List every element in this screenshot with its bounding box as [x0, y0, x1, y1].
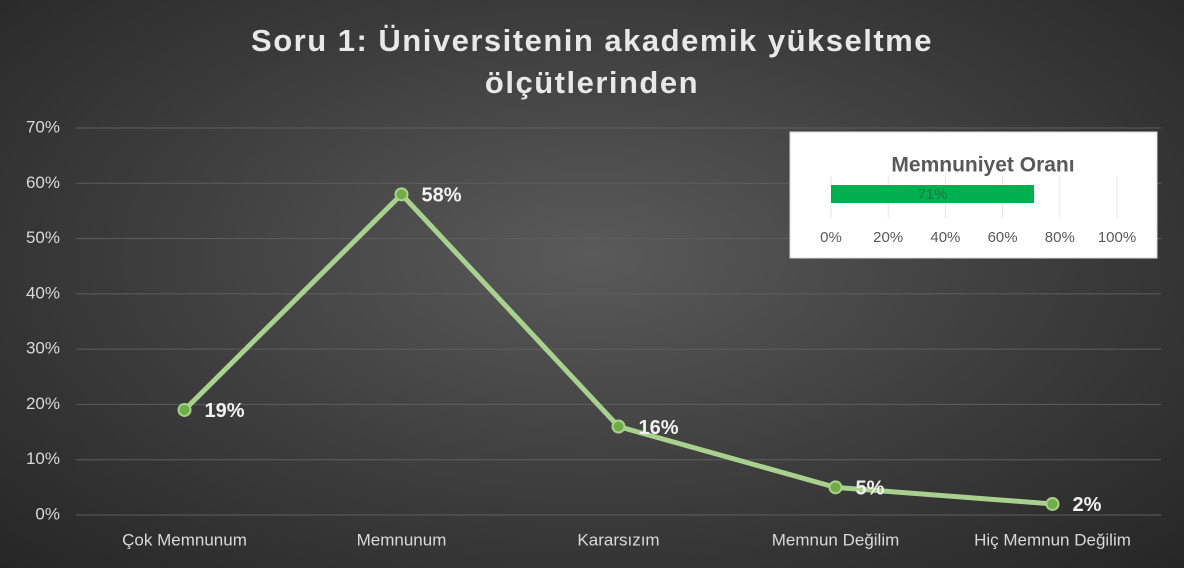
x-tick-label: 80%: [1045, 229, 1075, 246]
data-label: 16%: [639, 417, 679, 439]
x-tick-label: Hiç Memnun Değilim: [974, 530, 1131, 549]
y-tick-label: 0%: [35, 504, 60, 523]
y-tick-label: 60%: [26, 173, 60, 192]
y-tick-label: 40%: [26, 283, 60, 302]
bar: [831, 185, 1035, 203]
x-tick-label: 60%: [988, 229, 1018, 246]
y-tick-label: 30%: [26, 339, 60, 358]
y-tick-label: 10%: [26, 449, 60, 468]
data-label: 2%: [1073, 494, 1102, 516]
x-tick-label: 40%: [930, 229, 960, 246]
y-tick-label: 70%: [26, 117, 60, 136]
marker: [177, 402, 192, 417]
marker: [1045, 496, 1060, 511]
x-tick-label: 20%: [873, 229, 903, 246]
marker: [611, 419, 626, 434]
x-tick-label: Çok Memnunum: [122, 530, 247, 549]
y-tick-label: 50%: [26, 228, 60, 247]
x-tick-label: 0%: [820, 229, 842, 246]
x-tick-label: Memnunum: [357, 530, 447, 549]
y-tick-label: 20%: [26, 394, 60, 413]
inset-title: Memnuniyet Oranı: [891, 154, 1074, 177]
chart-title: Soru 1: Üniversitenin akademik yükseltme…: [251, 23, 933, 100]
x-tick-label: Memnun Değilim: [772, 530, 900, 549]
x-tick-label: 100%: [1098, 229, 1136, 246]
data-label: 71%: [918, 186, 948, 203]
marker: [394, 187, 409, 202]
data-label: 58%: [422, 185, 462, 207]
data-label: 19%: [205, 400, 245, 422]
data-label: 5%: [856, 478, 885, 500]
marker: [828, 480, 843, 495]
x-tick-label: Kararsızım: [577, 530, 659, 549]
